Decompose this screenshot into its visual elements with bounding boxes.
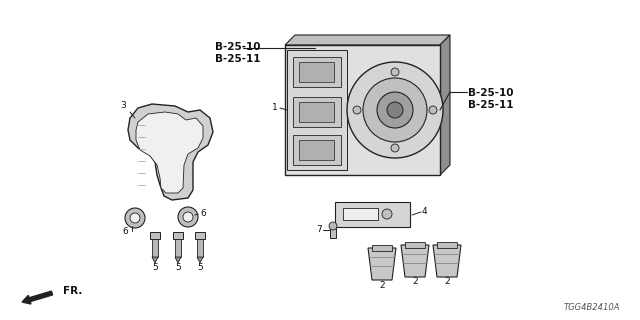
Circle shape: [329, 222, 337, 230]
Text: 3: 3: [120, 101, 126, 110]
Bar: [175, 239, 181, 257]
Bar: [293, 57, 341, 87]
Circle shape: [125, 208, 145, 228]
Polygon shape: [128, 104, 213, 200]
Circle shape: [183, 212, 193, 222]
Bar: [299, 102, 334, 122]
Text: B-25-10
B-25-11: B-25-10 B-25-11: [468, 88, 513, 109]
Bar: [197, 239, 203, 257]
Circle shape: [130, 213, 140, 223]
Text: 5: 5: [175, 262, 181, 271]
Bar: [150, 232, 160, 239]
Bar: [405, 242, 425, 248]
Circle shape: [178, 207, 198, 227]
Bar: [285, 45, 440, 175]
Text: 2: 2: [379, 281, 385, 290]
Text: B-25-10
B-25-11: B-25-10 B-25-11: [215, 42, 260, 64]
Text: 1: 1: [272, 103, 278, 113]
Circle shape: [347, 62, 443, 158]
Polygon shape: [433, 245, 461, 277]
Bar: [372, 245, 392, 251]
Text: 6: 6: [122, 228, 128, 236]
Text: 2: 2: [412, 277, 418, 286]
Text: 2: 2: [444, 277, 450, 286]
Circle shape: [382, 209, 392, 219]
Circle shape: [391, 68, 399, 76]
Polygon shape: [368, 248, 396, 280]
Polygon shape: [285, 35, 450, 45]
Polygon shape: [136, 112, 203, 193]
Text: 5: 5: [152, 262, 158, 271]
FancyArrow shape: [22, 291, 52, 304]
Circle shape: [429, 106, 437, 114]
Text: 6: 6: [200, 210, 205, 219]
Bar: [343, 208, 378, 220]
Bar: [152, 239, 158, 257]
Text: 4: 4: [422, 207, 428, 217]
Polygon shape: [401, 245, 429, 277]
Bar: [335, 202, 410, 227]
Polygon shape: [440, 35, 450, 175]
Bar: [293, 135, 341, 165]
Text: 5: 5: [197, 262, 203, 271]
Bar: [173, 232, 183, 239]
Bar: [299, 62, 334, 82]
Bar: [293, 97, 341, 127]
Circle shape: [363, 78, 427, 142]
Bar: [287, 50, 347, 170]
Text: FR.: FR.: [63, 286, 83, 296]
Text: TGG4B2410A: TGG4B2410A: [563, 303, 620, 312]
Circle shape: [377, 92, 413, 128]
Text: 7: 7: [316, 226, 322, 235]
Polygon shape: [152, 257, 158, 263]
Circle shape: [391, 144, 399, 152]
Polygon shape: [197, 257, 203, 263]
Bar: [299, 140, 334, 160]
Circle shape: [353, 106, 361, 114]
Bar: [330, 228, 336, 238]
Bar: [195, 232, 205, 239]
Circle shape: [387, 102, 403, 118]
Bar: [437, 242, 457, 248]
Polygon shape: [175, 257, 181, 263]
